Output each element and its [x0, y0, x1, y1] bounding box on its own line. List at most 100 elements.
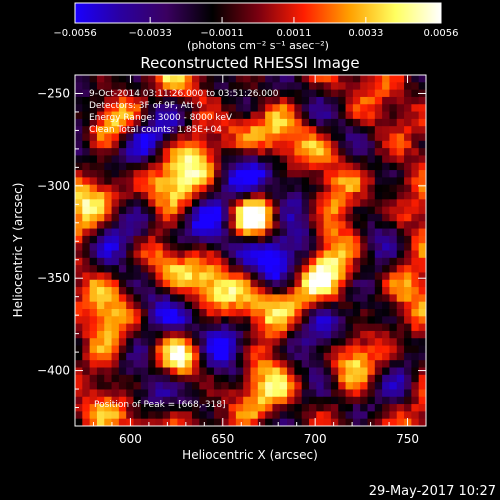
- heatmap-cell: [404, 148, 412, 156]
- heatmap-cell: [345, 294, 354, 303]
- heatmap-cell: [360, 170, 368, 178]
- heatmap-cell: [360, 250, 368, 259]
- heatmap-cell: [301, 367, 310, 376]
- heatmap-cell: [213, 367, 222, 376]
- heatmap-cell: [287, 404, 295, 412]
- heatmap-cell: [309, 279, 317, 288]
- heatmap-cell: [213, 411, 222, 420]
- heatmap-cell: [265, 221, 273, 229]
- heatmap-cell: [257, 367, 266, 376]
- heatmap-cell: [250, 155, 259, 164]
- heatmap-cell: [118, 104, 127, 112]
- heatmap-cell: [257, 294, 266, 303]
- heatmap-cell: [206, 133, 215, 142]
- heatmap-cell: [192, 389, 200, 398]
- heatmap-cell: [155, 104, 164, 112]
- heatmap-cell: [82, 345, 91, 354]
- heatmap-cell: [345, 89, 354, 98]
- heatmap-cell: [418, 411, 426, 420]
- heatmap-cell: [272, 323, 281, 332]
- heatmap-cell: [382, 352, 390, 361]
- heatmap-cell: [418, 389, 426, 398]
- heatmap-cell: [396, 162, 405, 171]
- heatmap-cell: [411, 287, 420, 295]
- info-line: Detectors: 3F of 9F, Att 0: [89, 101, 203, 111]
- heatmap-cell: [104, 221, 112, 229]
- heatmap-cell: [411, 104, 420, 112]
- heatmap-cell: [404, 396, 412, 405]
- heatmap-cell: [140, 316, 149, 325]
- heatmap-cell: [82, 126, 91, 134]
- heatmap-cell: [330, 82, 339, 91]
- heatmap-cell: [396, 330, 405, 339]
- heatmap-cell: [338, 411, 346, 420]
- heatmap-cell: [184, 75, 193, 83]
- heatmap-cell: [257, 352, 266, 361]
- heatmap-cell: [140, 184, 149, 193]
- heatmap-cell: [396, 316, 405, 325]
- heatmap-cell: [411, 360, 420, 368]
- heatmap-cell: [111, 228, 120, 237]
- heatmap-cell: [155, 82, 164, 91]
- heatmap-cell: [367, 272, 376, 281]
- heatmap-cell: [382, 316, 390, 325]
- heatmap-cell: [155, 213, 164, 222]
- heatmap-cell: [199, 126, 208, 134]
- heatmap-cell: [279, 404, 288, 412]
- heatmap-cell: [213, 75, 222, 83]
- heatmap-cell: [75, 352, 83, 361]
- heatmap-cell: [287, 411, 295, 420]
- heatmap-cell: [316, 75, 325, 83]
- heatmap-cell: [345, 389, 354, 398]
- heatmap-cell: [279, 96, 288, 105]
- heatmap-cell: [345, 162, 354, 171]
- heatmap-cell: [126, 389, 134, 398]
- heatmap-cell: [177, 89, 186, 98]
- heatmap-cell: [155, 404, 164, 412]
- heatmap-cell: [221, 126, 229, 134]
- heatmap-cell: [389, 213, 398, 222]
- heatmap-cell: [228, 367, 237, 376]
- heatmap-cell: [294, 411, 303, 420]
- heatmap-cell: [162, 118, 171, 127]
- heatmap-cell: [133, 126, 142, 134]
- heatmap-cell: [265, 360, 273, 368]
- heatmap-cell: [352, 294, 361, 303]
- heatmap-cell: [330, 418, 339, 426]
- heatmap-cell: [82, 294, 91, 303]
- heatmap-cell: [184, 111, 193, 120]
- heatmap-cell: [396, 148, 405, 156]
- heatmap-cell: [118, 155, 127, 164]
- heatmap-cell: [330, 148, 339, 156]
- heatmap-cell: [96, 279, 105, 288]
- heatmap-cell: [118, 316, 127, 325]
- heatmap-cell: [330, 221, 339, 229]
- heatmap-cell: [418, 133, 426, 142]
- heatmap-cell: [228, 206, 237, 215]
- heatmap-cell: [126, 96, 134, 105]
- heatmap-cell: [184, 367, 193, 376]
- heatmap-cell: [352, 126, 361, 134]
- heatmap-cell: [235, 257, 244, 266]
- heatmap-cell: [162, 162, 171, 171]
- heatmap-cell: [316, 316, 325, 325]
- heatmap-cell: [235, 418, 244, 426]
- heatmap-cell: [265, 177, 273, 186]
- heatmap-cell: [367, 338, 376, 346]
- heatmap-cell: [330, 352, 339, 361]
- heatmap-cell: [96, 257, 105, 266]
- heatmap-cell: [396, 126, 405, 134]
- heatmap-cell: [118, 418, 127, 426]
- heatmap-cell: [345, 418, 354, 426]
- heatmap-cell: [382, 330, 390, 339]
- heatmap-cell: [199, 111, 208, 120]
- heatmap-cell: [404, 155, 412, 164]
- heatmap-cell: [162, 104, 171, 112]
- heatmap-cell: [404, 104, 412, 112]
- heatmap-cell: [170, 126, 178, 134]
- heatmap-cell: [82, 382, 91, 390]
- heatmap-cell: [382, 265, 390, 273]
- heatmap-cell: [126, 184, 134, 193]
- heatmap-cell: [257, 374, 266, 383]
- heatmap-cell: [382, 404, 390, 412]
